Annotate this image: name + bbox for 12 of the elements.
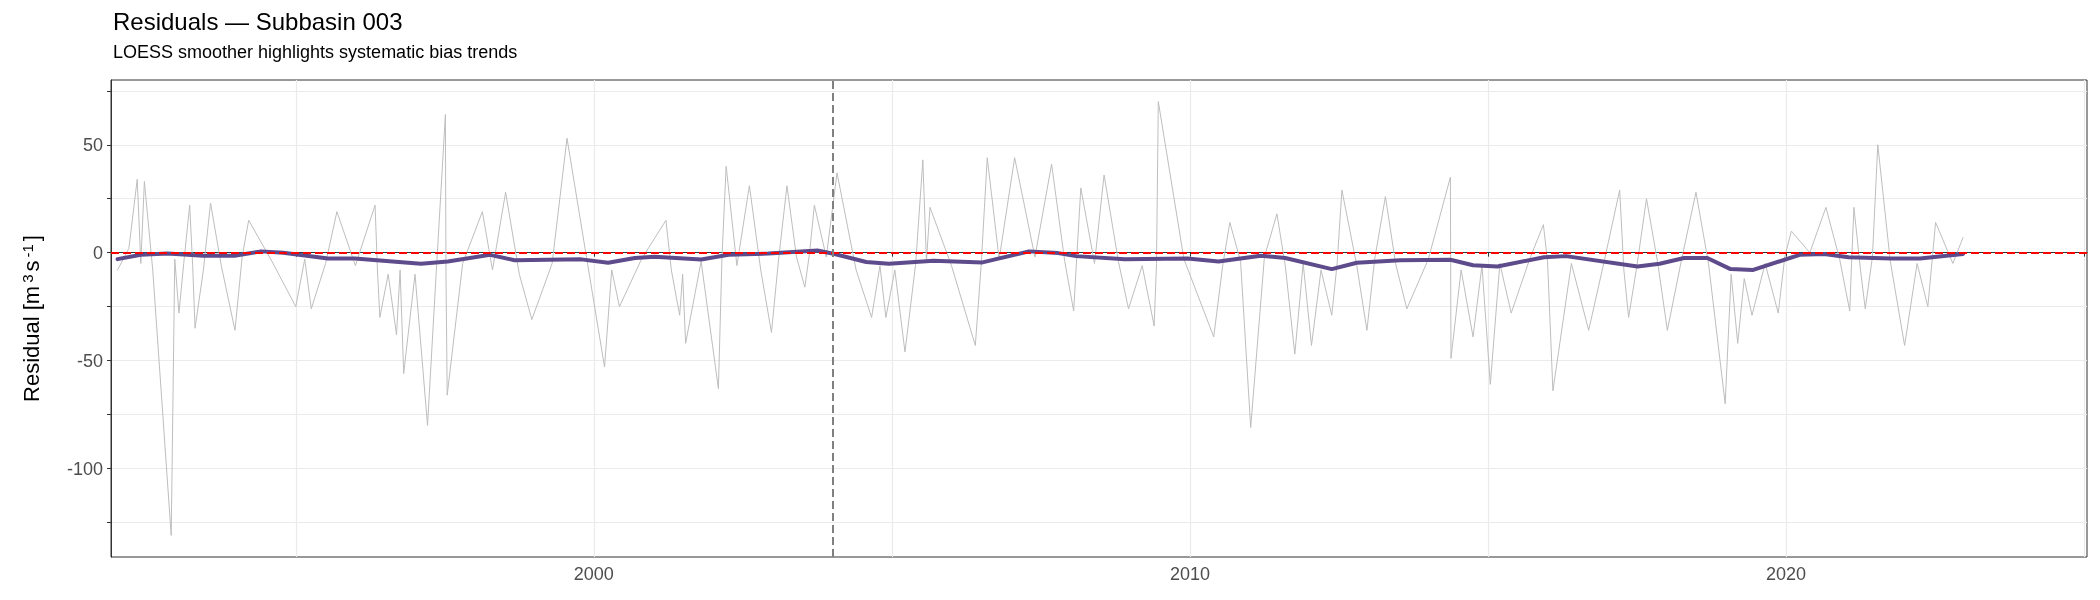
chart-subtitle: LOESS smoother highlights systematic bias trends	[113, 42, 518, 62]
y-axis-title: Residual [m3s-1]	[18, 235, 44, 402]
y-tick-label: -100	[66, 458, 103, 479]
line-series	[115, 248, 1966, 272]
line-series	[117, 101, 1964, 536]
chart-title: Residuals — Subbasin 003	[113, 7, 403, 35]
x-tick-label: 2020	[1765, 564, 1806, 584]
y-tick-label: 50	[82, 134, 103, 155]
y-tick-label: -50	[76, 350, 103, 371]
x-tick-label: 2010	[1169, 564, 1210, 584]
y-tick-label: 0	[92, 242, 103, 263]
x-tick-label: 2000	[573, 564, 614, 584]
